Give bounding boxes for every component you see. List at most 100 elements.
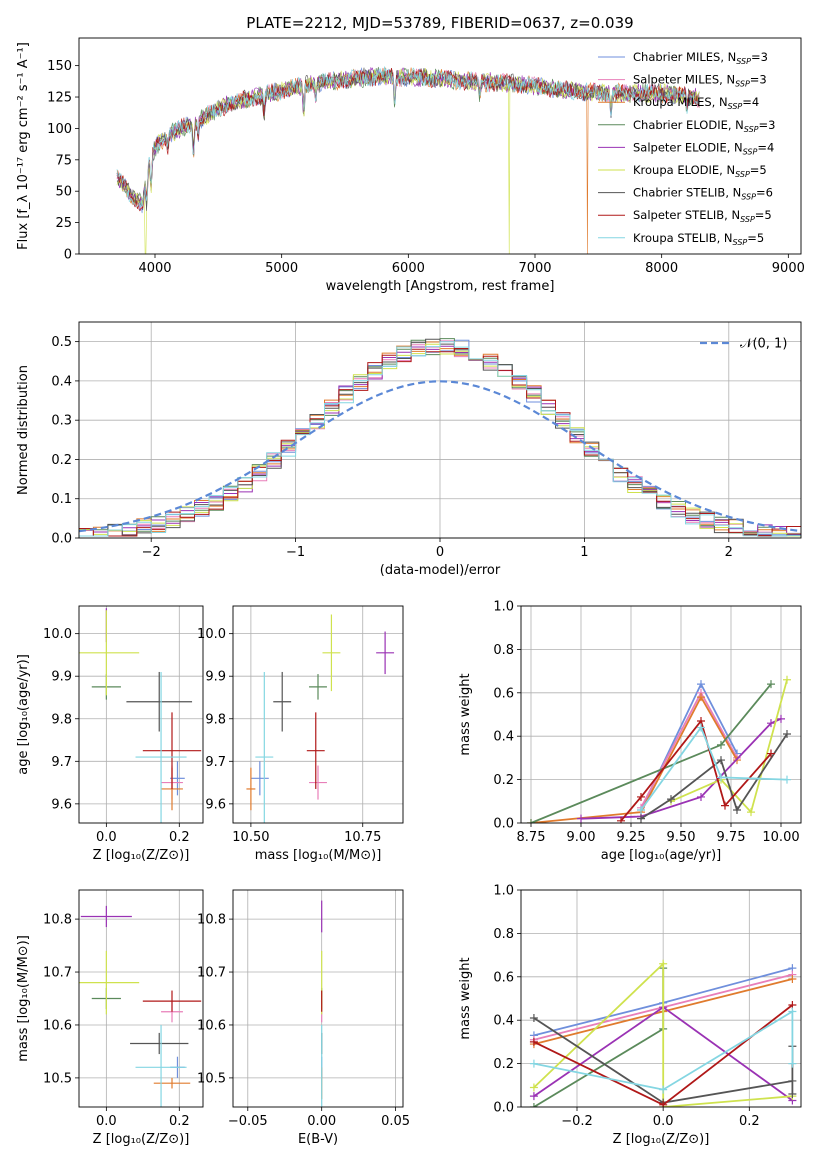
histogram-salpeter-stelib (79, 348, 801, 537)
weight-marker-kroupa-elodie (659, 959, 668, 968)
y-tick-label: 0 (64, 248, 72, 263)
x-tick-label: −0.2 (561, 1114, 593, 1129)
x-axis-label: Z [log₁₀(Z/Z⊙)] (93, 848, 190, 863)
y-tick-label: 0.1 (51, 492, 72, 507)
weight-marker-salpeter-elodie (767, 719, 775, 728)
y-tick-label: 9.9 (205, 670, 226, 685)
legend-label: Chabrier STELIB, NSSP=6 (633, 186, 773, 202)
x-tick-label: −0.05 (228, 1114, 268, 1129)
panel-age-vs-Z: 0.0 0.2 9.6 9.7 9.8 9.9 10.0 Z [log₁₀(Z/Z⊙)] age… (16, 605, 204, 863)
y-tick-label: 0.2 (51, 453, 72, 468)
x-tick-label: 0.2 (169, 1114, 190, 1129)
spectrum-line-chabrier-elodie (116, 66, 700, 206)
weight-marker-chabrier-elodie (527, 819, 535, 823)
y-tick-label: 9.9 (51, 670, 72, 685)
y-tick-label: 150 (47, 59, 72, 74)
panel-age-vs-mass: 10.50 10.75 9.6 9.7 9.8 9.9 10.0 mass [log₁₀(M/… (197, 605, 404, 863)
y-tick-label: 75 (55, 153, 72, 168)
y-tick-label: 100 (47, 122, 72, 137)
spectrum-line-kroupa-stelib (116, 66, 700, 208)
weight-marker-chabrier-stelib (667, 795, 675, 804)
y-axis-label: mass weight (458, 957, 473, 1039)
x-tick-label: 10.50 (232, 830, 269, 845)
weight-marker-chabrier-miles (697, 680, 705, 689)
x-tick-label: −2 (142, 545, 161, 560)
legend-label: Kroupa MILES, NSSP=4 (633, 95, 759, 111)
x-tick-label: 0.0 (653, 1114, 674, 1129)
y-tick-label: 0.8 (493, 927, 514, 942)
y-tick-label: 0.8 (493, 643, 514, 658)
y-tick-label: 9.8 (205, 712, 226, 727)
histogram-kroupa-stelib (79, 341, 801, 537)
y-tick-label: 0.2 (493, 773, 514, 788)
weight-marker-kroupa-elodie (529, 1083, 538, 1092)
y-tick-label: 10.0 (43, 627, 72, 642)
weight-marker-salpeter-elodie (697, 792, 705, 801)
axes-frame (232, 605, 404, 824)
x-tick-label: 8000 (645, 261, 678, 276)
weight-marker-salpeter-stelib (529, 1037, 538, 1046)
weight-marker-kroupa-stelib (783, 775, 791, 784)
legend-label: Kroupa ELODIE, NSSP=5 (633, 163, 767, 179)
y-axis-label: mass [log₁₀(M/M⊙)] (16, 935, 31, 1062)
weight-marker-kroupa-elodie (783, 675, 791, 684)
y-tick-label: 50 (55, 185, 72, 200)
histogram-kroupa-elodie (79, 343, 801, 537)
axes-frame (78, 605, 204, 824)
y-tick-label: 9.7 (205, 755, 226, 770)
weight-marker-salpeter-stelib (721, 801, 729, 810)
x-tick-label: 5000 (265, 261, 298, 276)
axes-frame (232, 889, 404, 1108)
x-axis-label: mass [log₁₀(M/M⊙)] (255, 848, 382, 863)
y-tick-label: 0.2 (493, 1057, 514, 1072)
weight-marker-kroupa-elodie (747, 808, 755, 817)
weight-line-chabrier-stelib (640, 733, 788, 820)
spectrum-line-chabrier-stelib (116, 67, 700, 211)
weight-marker-kroupa-stelib (788, 1059, 797, 1068)
spectrum-line-salpeter-stelib (116, 68, 700, 212)
age-vs-Z-plot-area (79, 608, 202, 823)
y-tick-label: 10.6 (43, 1018, 72, 1033)
y-tick-label: 9.8 (51, 712, 72, 727)
weight-marker-salpeter-stelib (617, 816, 625, 823)
x-tick-label: 1 (580, 545, 588, 560)
y-tick-label: 10.5 (43, 1071, 72, 1086)
residuals-plot-area (79, 338, 801, 537)
weight-line-kroupa-miles (530, 695, 738, 823)
weight-marker-salpeter-elodie (529, 1092, 538, 1101)
x-tick-label: 9.25 (617, 830, 646, 845)
weight-marker-kroupa-stelib (637, 805, 645, 814)
x-tick-label: 0.0 (96, 1114, 117, 1129)
x-axis-label: Z [log₁₀(Z/Z⊙)] (613, 1132, 710, 1147)
y-tick-label: 10.8 (197, 913, 226, 928)
x-tick-label: 0 (436, 545, 444, 560)
weight-marker-kroupa-stelib (697, 723, 705, 732)
y-axis-label: Normed distribution (16, 365, 31, 495)
y-tick-label: 0.0 (493, 1101, 514, 1116)
x-tick-label: 9.00 (567, 830, 596, 845)
panel-spectrum: 4000 5000 6000 7000 8000 9000 0 25 50 75 100 125 150… (16, 14, 805, 294)
y-tick-label: 0.4 (493, 1014, 514, 1029)
weight-line-kroupa-stelib (640, 725, 788, 811)
x-tick-label: −1 (286, 545, 305, 560)
spectrum-legend: Chabrier MILES, NSSP=3 Salpeter MILES, NS… (598, 50, 775, 247)
spectrum-line-salpeter-elodie (116, 67, 700, 207)
weight-marker-chabrier-elodie (717, 740, 725, 749)
x-tick-label: 10.00 (762, 830, 799, 845)
axes-frame (78, 889, 204, 1108)
weight-line-kroupa-stelib (533, 1009, 794, 1091)
gaussian-curve (79, 380, 801, 533)
y-tick-label: 0.0 (51, 532, 72, 547)
panel-weight-vs-Z: −0.2 0.0 0.2 0.0 0.2 0.4 0.6 0.8 1.0 Z [log₁₀(Z/Z… (458, 884, 802, 1147)
panel-mass-vs-ebv: −0.05 0.00 0.05 10.5 10.6 10.7 10.8 E(B-V) (197, 889, 410, 1147)
age-vs-mass-plot-area (246, 614, 395, 823)
legend-label: Salpeter MILES, NSSP=3 (633, 73, 767, 89)
weight-marker-kroupa-stelib (717, 773, 725, 782)
weight-marker-salpeter-stelib (767, 749, 775, 758)
weight-marker-kroupa-stelib (788, 1007, 797, 1016)
y-tick-label: 125 (47, 91, 72, 106)
legend-label: Chabrier ELODIE, NSSP=3 (633, 118, 775, 134)
y-tick-label: 0.6 (493, 970, 514, 985)
x-tick-label: 7000 (518, 261, 551, 276)
